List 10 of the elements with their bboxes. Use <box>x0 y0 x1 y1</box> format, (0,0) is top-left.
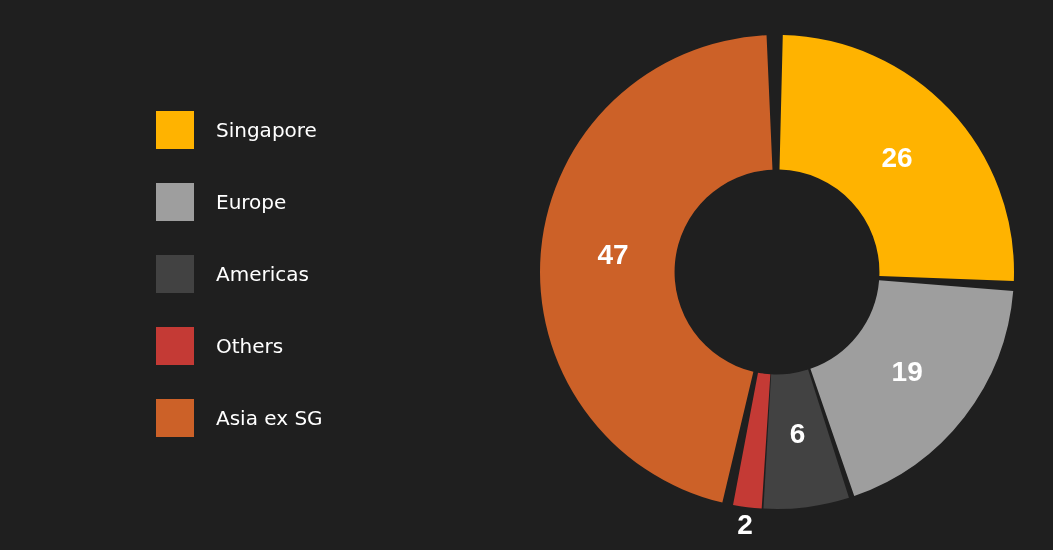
data-label: 47 <box>597 239 629 271</box>
legend-label: Asia ex SG <box>216 406 323 430</box>
legend-label: Europe <box>216 190 287 214</box>
data-label: 2 <box>737 508 753 540</box>
legend-label: Americas <box>216 262 309 286</box>
data-label: 6 <box>789 418 806 450</box>
data-label: 19 <box>891 355 923 387</box>
data-label: 26 <box>881 141 913 173</box>
legend-label: Others <box>216 334 284 358</box>
legend-label: Singapore <box>216 118 317 142</box>
